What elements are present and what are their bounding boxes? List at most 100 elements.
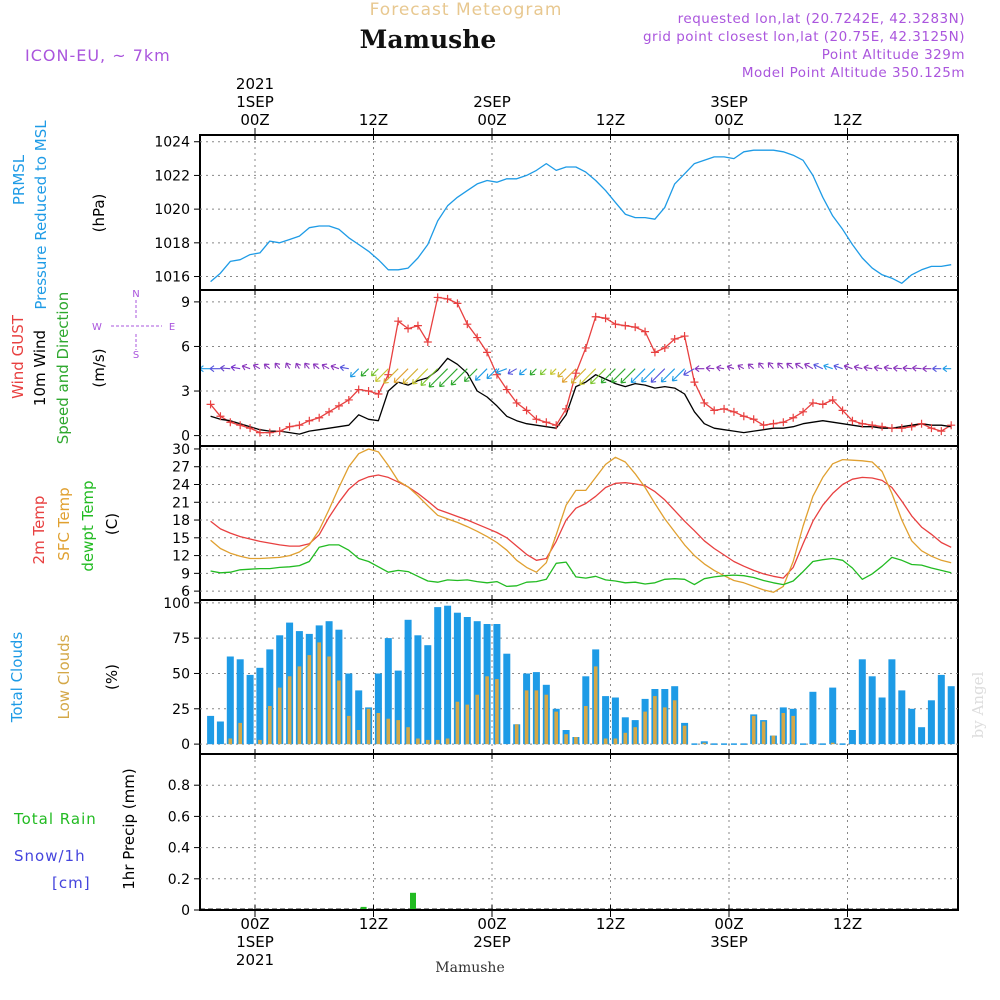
compass-w: W [92,322,102,333]
low-cloud-bar [761,721,766,745]
time-label-top: 2SEP [473,93,511,111]
temperature-ytick-label: 15 [172,531,190,547]
pressure-line [210,149,952,284]
clouds-ytick-label: 50 [172,666,190,682]
gust-marker [453,299,462,308]
gust-marker [660,343,669,352]
snow-legend-label: Snow/1h [14,847,86,865]
low-cloud-bar [682,725,687,745]
gust-marker [394,317,403,326]
time-label-bottom: 12Z [359,915,388,933]
total-cloud-bar [246,674,254,745]
gust-marker [631,323,640,332]
low-cloud-bar [465,704,470,745]
low-cloud-bar [830,742,835,745]
wind-direction-arrow [863,364,873,372]
wind-ytick-label: 9 [181,295,190,311]
low-cloud-bar [574,737,578,745]
pressure-unit: (hPa) [90,194,108,233]
time-label-bottom: 00Z [240,915,269,933]
temp-2m-label: 2m Temp [30,496,48,565]
gust-marker [552,421,561,430]
gust-marker [532,415,541,424]
clouds-ytick-label: 0 [181,737,190,753]
wind-direction-arrow [716,364,725,372]
total-cloud-bar [937,674,945,745]
wind-direction-arrow [420,368,439,386]
wind-direction-arrow [383,368,399,384]
wind-direction-arrow [922,365,932,373]
gust-marker [947,421,956,430]
wind-direction-arrow [375,368,389,383]
low-cloud-bar [475,694,479,745]
time-label-bottom: 12Z [596,915,625,933]
gust-marker [828,395,837,404]
wind-direction-arrow [312,363,320,370]
gust-marker [927,424,936,433]
gust-marker [887,424,896,433]
watermark: by Angel [969,671,987,738]
wind-direction-arrow [570,368,587,384]
gust-marker [779,418,788,427]
low-cloud-bar [781,713,786,745]
time-label-bottom: 2021 [236,951,274,969]
pressure-label-1: PRMSL [10,154,28,205]
dew-line [210,544,952,588]
low-cloud-bar [386,718,391,745]
wind-direction-arrow [411,368,429,385]
pressure-frame [199,134,959,291]
wind-direction-arrow [942,365,952,373]
gust-marker [848,416,857,425]
gust-marker [374,390,383,398]
wind-direction-arrow [873,364,883,372]
gust-marker [621,321,630,330]
gust-marker [236,421,245,430]
total-cloud-bar [908,708,916,745]
forecast-title: Forecast Meteogram [370,0,563,20]
gust-marker [562,404,571,413]
wind-direction-arrow [486,368,498,380]
low-cloud-bar [277,687,282,745]
clouds-unit: (%) [103,664,121,690]
wind-direction-arrow [439,368,458,388]
temperature-ytick-label: 30 [172,442,190,458]
wind-direction-arrow [705,364,715,372]
low-cloud-bar [633,727,637,745]
total-cloud-bar [384,638,392,745]
gust-marker [344,395,353,404]
wind-direction-arrow [893,364,902,372]
low-cloud-bar [702,742,707,745]
low-cloud-bar [603,738,608,745]
gust-marker [364,387,373,396]
total-cloud-bar [868,676,876,745]
precipitation-ytick-label: 0.4 [168,841,190,857]
total-cloud-bar [463,617,471,745]
gust-marker [769,419,778,428]
gust-marker [838,406,847,415]
temperature-ytick-label: 24 [172,478,190,494]
wind-frame [199,289,959,447]
wind-direction-arrow [853,364,863,371]
total-cloud-bar [848,730,856,745]
grid [194,128,959,917]
low-cloud-bar [268,706,272,745]
wind-direction-arrow [747,363,755,370]
wind-direction-arrow [883,364,892,372]
wind-ytick-label: 6 [181,339,190,355]
time-label-bottom: 00Z [477,915,506,933]
gust-marker [502,385,511,394]
low-cloud-bar [337,680,341,745]
pressure-ytick-label: 1018 [154,236,190,252]
precipitation-ytick-label: 0.6 [168,809,190,825]
pressure-ytick-label: 1020 [154,202,190,218]
time-label-top: 12Z [596,111,625,129]
gust-marker [433,293,442,302]
total-cloud-bar [453,612,461,745]
low-cloud-bar [653,696,657,745]
gust-marker [808,398,817,407]
wind-direction-arrow [557,368,567,378]
wind-direction-arrow [295,362,302,369]
total-cloud-bar [621,717,629,745]
gust-marker [413,321,422,330]
low-cloud-bar [593,666,598,745]
